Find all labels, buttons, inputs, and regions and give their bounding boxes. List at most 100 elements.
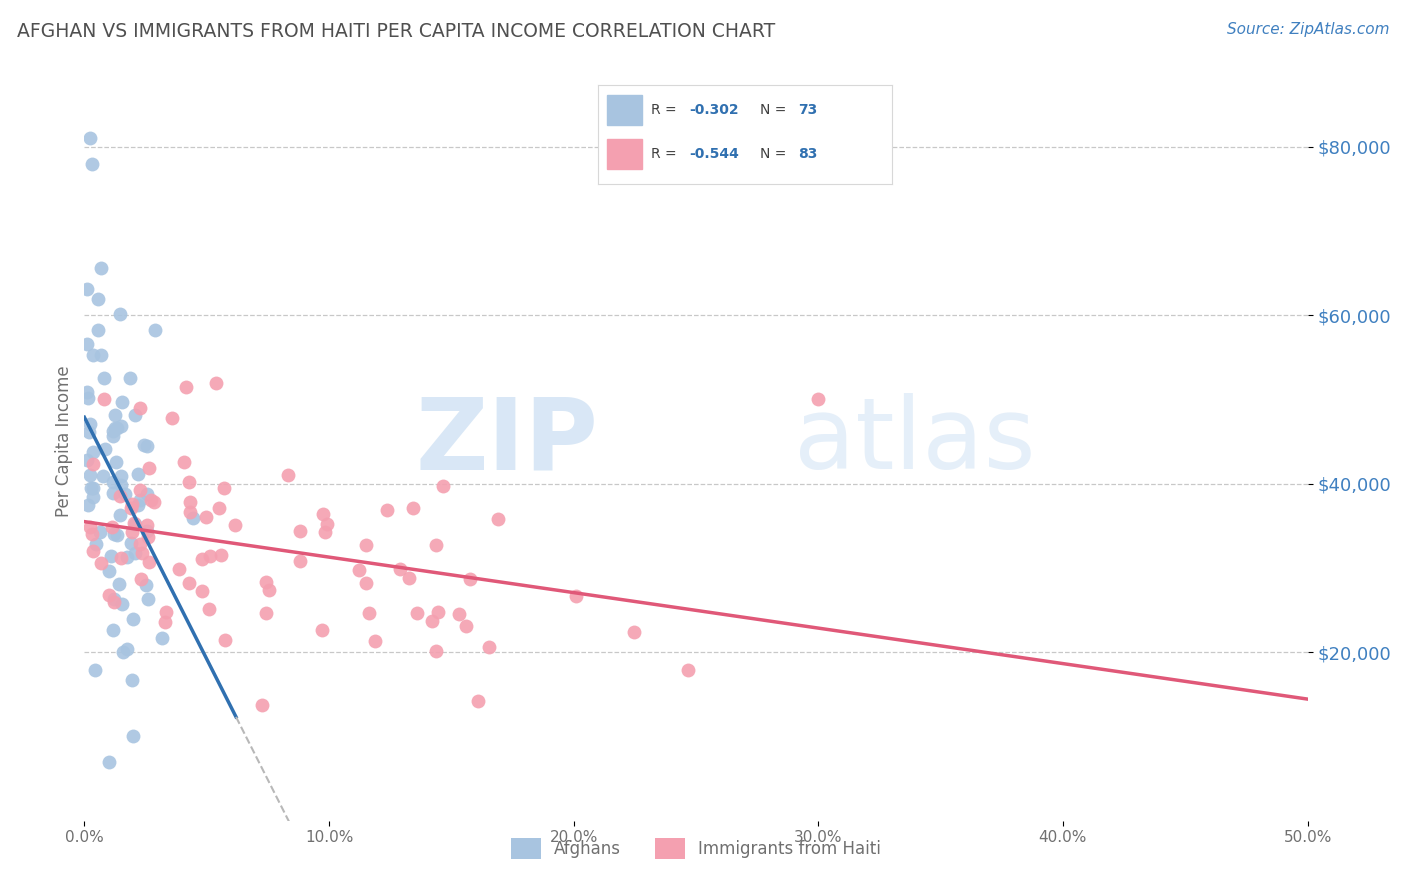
Text: AFGHAN VS IMMIGRANTS FROM HAITI PER CAPITA INCOME CORRELATION CHART: AFGHAN VS IMMIGRANTS FROM HAITI PER CAPI…	[17, 22, 775, 41]
Point	[254, 574, 277, 589]
Point	[131, 546, 153, 560]
Point	[82, 444, 104, 458]
Point	[181, 511, 204, 525]
Point	[105, 528, 128, 542]
Point	[101, 424, 124, 438]
Point	[364, 633, 387, 648]
Point	[138, 555, 160, 569]
Point	[80, 156, 103, 170]
Point	[89, 524, 111, 539]
Point	[104, 421, 127, 435]
Point	[167, 562, 190, 576]
Point	[108, 577, 131, 591]
Point	[143, 495, 166, 509]
Point	[76, 385, 98, 400]
Point	[176, 380, 198, 394]
Point	[141, 493, 163, 508]
Point	[82, 543, 104, 558]
Point	[190, 583, 212, 598]
Point	[425, 644, 447, 658]
Point	[432, 479, 454, 493]
Point	[288, 524, 311, 539]
Point	[214, 633, 236, 648]
Point	[427, 605, 450, 619]
Point	[224, 518, 246, 533]
Point	[76, 498, 98, 512]
Point	[89, 260, 111, 275]
Point	[478, 640, 501, 654]
Point	[76, 453, 98, 467]
Point	[82, 457, 104, 471]
Point	[111, 597, 134, 611]
Point	[160, 411, 183, 425]
Point	[103, 527, 125, 541]
Point	[398, 571, 420, 585]
Point	[177, 475, 200, 489]
Point	[311, 507, 333, 521]
Point	[467, 694, 489, 708]
Point	[135, 486, 157, 500]
Point	[97, 589, 120, 603]
Text: atlas: atlas	[794, 393, 1035, 490]
Point	[104, 408, 127, 422]
Text: ZIP: ZIP	[415, 393, 598, 490]
Point	[136, 592, 159, 607]
Point	[100, 549, 122, 563]
Point	[177, 576, 200, 591]
Point	[82, 490, 104, 504]
Point	[87, 323, 110, 337]
Point	[121, 673, 143, 688]
Point	[111, 645, 134, 659]
Point	[209, 548, 232, 562]
Point	[93, 392, 115, 407]
Point	[97, 755, 120, 769]
Point	[108, 508, 131, 523]
Point	[179, 505, 201, 519]
Point	[115, 642, 138, 657]
Point	[110, 469, 132, 483]
Point	[458, 572, 481, 586]
Point	[103, 486, 125, 500]
Point	[486, 512, 509, 526]
Point	[84, 537, 107, 551]
Point	[101, 623, 124, 637]
Point	[129, 401, 152, 415]
Point	[623, 625, 645, 640]
Point	[212, 481, 235, 495]
Point	[135, 524, 157, 538]
Point	[120, 536, 142, 550]
Text: Source: ZipAtlas.com: Source: ZipAtlas.com	[1226, 22, 1389, 37]
Point	[110, 478, 132, 492]
Point	[422, 614, 444, 628]
Point	[425, 538, 447, 552]
Point	[80, 527, 103, 541]
Point	[134, 438, 156, 452]
Point	[252, 698, 274, 712]
Point	[456, 618, 478, 632]
Point	[86, 292, 108, 306]
Point	[208, 501, 231, 516]
Point	[314, 524, 336, 539]
Point	[104, 455, 127, 469]
Point	[138, 461, 160, 475]
Point	[82, 482, 104, 496]
Point	[101, 475, 124, 490]
Point	[76, 282, 98, 296]
Point	[110, 418, 132, 433]
Legend: Afghans, Immigrants from Haiti: Afghans, Immigrants from Haiti	[505, 831, 887, 865]
Point	[110, 550, 132, 565]
Point	[103, 428, 125, 442]
Point	[198, 549, 221, 564]
Point	[311, 623, 333, 637]
Y-axis label: Per Capita Income: Per Capita Income	[55, 366, 73, 517]
Point	[93, 371, 115, 385]
Point	[79, 468, 101, 483]
Point	[256, 606, 278, 620]
Point	[357, 606, 380, 620]
Point	[120, 501, 142, 516]
Point	[93, 442, 115, 456]
Point	[127, 498, 149, 512]
Point	[259, 582, 281, 597]
Point	[807, 392, 830, 407]
Point	[153, 615, 176, 630]
